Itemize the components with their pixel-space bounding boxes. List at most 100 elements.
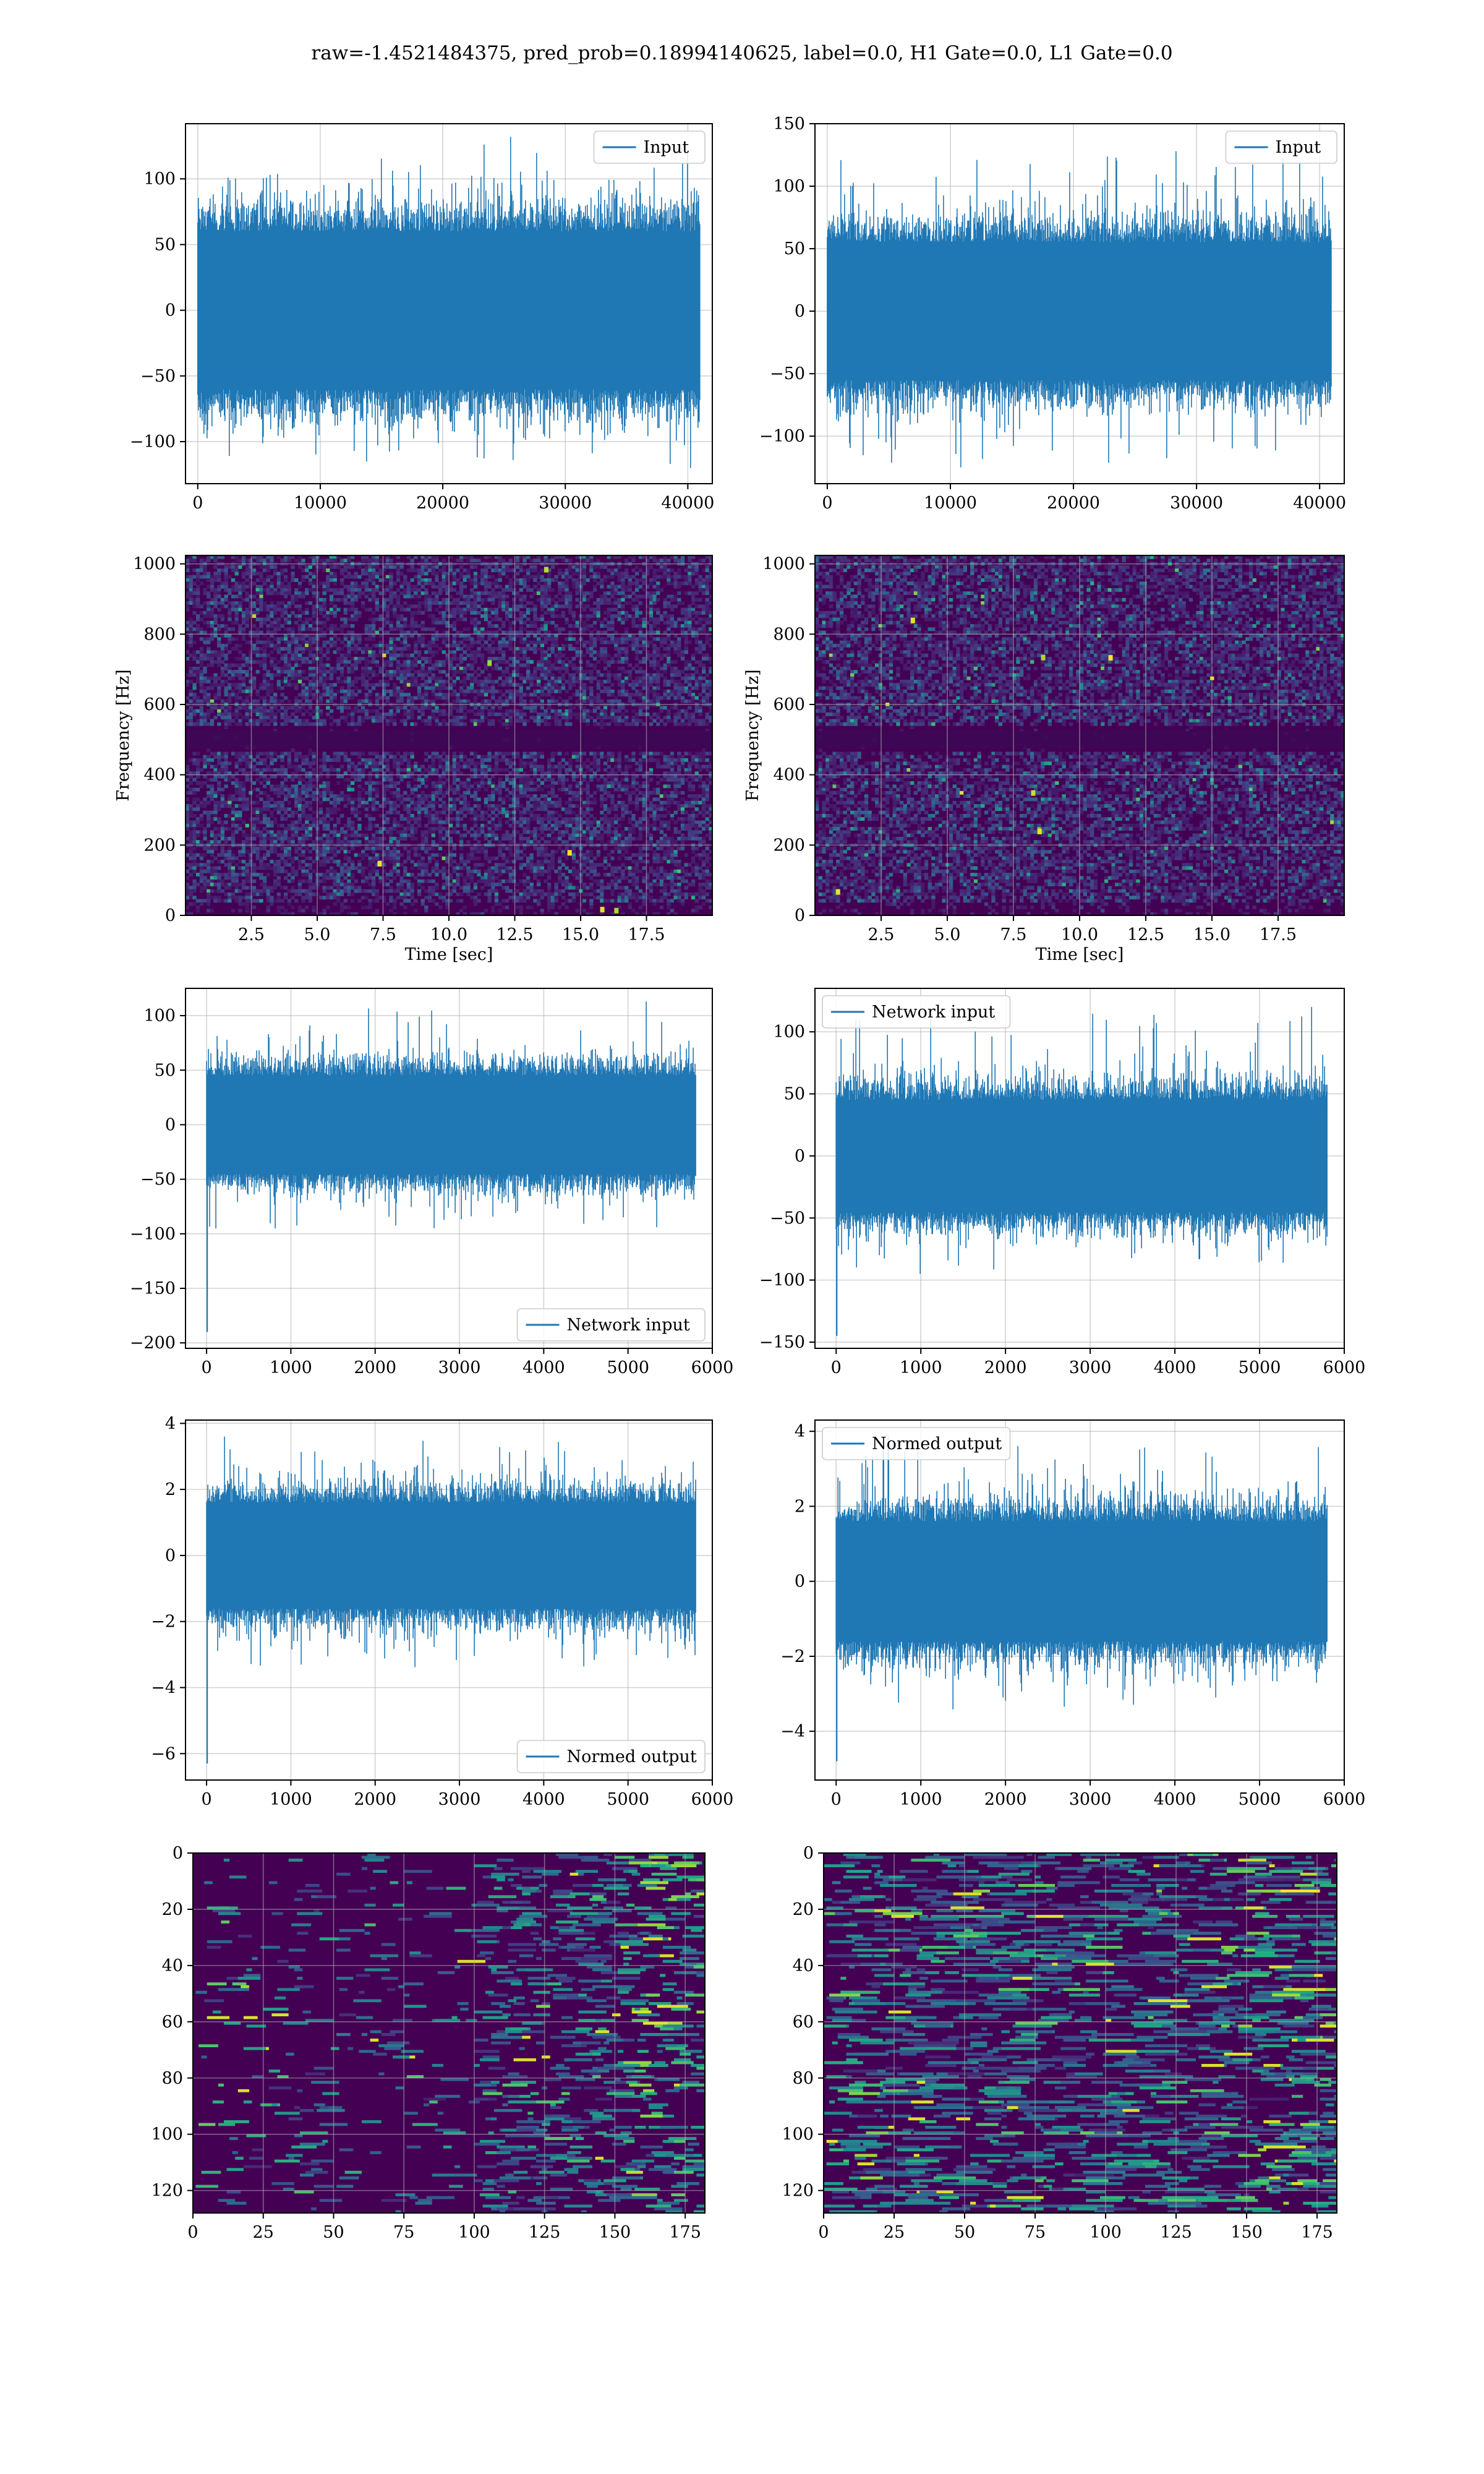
y-tick-label: 20 [162,1900,183,1919]
y-axis-label: Frequency [Hz] [743,669,762,801]
axes-frame [814,988,1345,1349]
y-tick-label: 80 [793,2069,814,2088]
x-tick-label: 2000 [354,1358,396,1377]
legend: Normed output [822,1427,1011,1460]
x-tick-label: 6000 [691,1358,734,1377]
x-tick-label: 125 [1160,2223,1192,2242]
legend-label: Network input [872,1003,995,1022]
x-tick-label: 4000 [522,1358,565,1377]
x-tick-label: 1000 [270,1790,312,1809]
x-tick-label: 10.0 [430,925,467,944]
y-tick-label: −100 [130,1225,176,1244]
y-tick-label: 0 [795,1147,805,1166]
series-core [836,1527,1328,1635]
panel-row3-right: 0 1000 2000 3000 4000 5000 6000 −150 −100 −50 0 50 1… [759,988,1365,1377]
series-core [836,1105,1328,1207]
panel-row2-left: 2.5 5.0 7.5 10.0 12.5 15.0 17.5 0 200 400 600 800 10… [114,555,713,964]
y-tick-label: 4 [795,1422,805,1441]
y-tick-label: −100 [759,1271,805,1290]
panel-row4-left: 0 1000 2000 3000 4000 5000 6000 −6 −4 −2 0 2 4 Normed… [151,1414,733,1809]
legend-label: Normed output [872,1434,1002,1453]
x-tick-label: 2.5 [238,925,265,944]
series-core [197,239,700,382]
x-tick-label: 75 [1025,2223,1046,2242]
x-tick-label: 3000 [1069,1790,1112,1809]
y-tick-label: 800 [143,625,176,644]
x-tick-label: 30000 [539,494,592,513]
legend-box [516,1308,706,1342]
legend: Input [1225,131,1337,164]
y-tick-label: −150 [759,1333,805,1352]
panel-row1-right: 0 10000 20000 30000 40000 −100 −50 0 50 100 150 Inp… [759,114,1346,513]
y-tick-label: −4 [780,1722,805,1741]
axes-frame [185,123,713,484]
y-tick-label: −200 [130,1333,176,1353]
y-tick-label: 0 [165,1546,176,1565]
panel-row5-left: 0 25 50 75 100 125 150 175 0 20 40 60 80 100 120 [151,1844,706,2242]
axes-frame [814,1419,1345,1781]
y-tick-label: 40 [162,1956,183,1975]
x-tick-label: 0 [831,1790,842,1809]
x-tick-label: 5000 [1239,1358,1281,1377]
y-tick-label: 60 [793,2013,814,2032]
x-tick-label: 3000 [438,1358,481,1377]
y-tick-label: 120 [782,2181,814,2201]
y-tick-label: −2 [780,1647,805,1666]
axes-frame [185,1419,713,1781]
y-tick-label: −50 [770,364,805,383]
x-tick-label: 4000 [1154,1790,1196,1809]
y-tick-label: −150 [130,1279,176,1298]
y-tick-label: 100 [773,1022,805,1042]
x-tick-label: 125 [529,2223,561,2242]
x-tick-label: 4000 [1154,1358,1196,1377]
series-line [835,1435,1328,1761]
y-tick-label: 100 [143,1006,176,1025]
x-tick-label: 17.5 [1260,925,1297,944]
x-tick-label: 50 [323,2223,344,2242]
y-tick-label: 200 [143,836,176,855]
series-core [207,1508,696,1603]
panel-row2-right: 2.5 5.0 7.5 10.0 12.5 15.0 17.5 0 200 400 600 800 10… [743,555,1345,964]
axes-frame [185,988,713,1349]
x-tick-label: 1000 [270,1358,312,1377]
y-tick-label: 0 [165,301,176,320]
y-tick-label: 0 [165,1115,176,1134]
x-tick-label: 5.0 [304,925,331,944]
y-tick-label: 50 [784,239,805,259]
x-tick-label: 6000 [691,1790,734,1809]
panel-row1-left: 0 10000 20000 30000 40000 −100 −50 0 50 100 Input [130,123,714,513]
y-tick-label: 2 [165,1480,176,1499]
y-tick-label: 50 [155,235,176,254]
x-tick-label: 150 [1230,2223,1263,2242]
y-tick-label: 0 [165,906,176,925]
y-tick-label: −50 [770,1209,805,1228]
y-tick-label: 600 [143,695,176,714]
x-tick-label: 50 [954,2223,975,2242]
y-tick-label: 60 [162,2013,183,2032]
x-axis-label: Time [sec] [405,945,493,964]
y-tick-label: 2 [795,1497,805,1516]
x-tick-label: 2000 [984,1790,1027,1809]
x-tick-label: 2.5 [868,925,895,944]
axes-frame [814,123,1345,484]
x-tick-label: 150 [599,2223,631,2242]
x-tick-label: 3000 [438,1790,481,1809]
x-tick-label: 1000 [900,1358,942,1377]
legend-box [593,131,706,164]
axes-frame [823,1852,1337,2214]
x-tick-label: 5000 [1239,1790,1281,1809]
y-tick-label: 400 [143,766,176,785]
x-tick-label: 15.0 [562,925,599,944]
legend: Network input [822,995,1011,1029]
x-tick-label: 4000 [522,1790,565,1809]
series-core [827,249,1332,374]
legend-box [1225,131,1337,164]
y-tick-label: 0 [803,1844,814,1863]
x-tick-label: 2000 [984,1358,1027,1377]
y-tick-label: 50 [784,1085,805,1104]
y-tick-label: 100 [782,2125,814,2144]
x-tick-label: 0 [818,2223,829,2242]
legend-box [516,1740,706,1773]
y-tick-label: 0 [795,302,805,321]
